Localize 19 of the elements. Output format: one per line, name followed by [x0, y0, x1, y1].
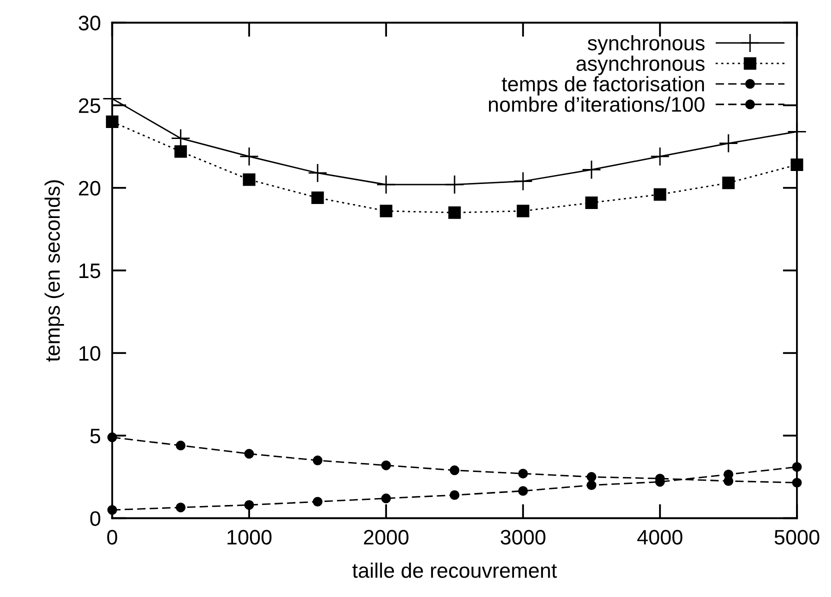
- legend-label: synchronous: [588, 35, 705, 55]
- x-tick-label: 0: [107, 530, 118, 545]
- x-tick-label: 2000: [364, 530, 408, 545]
- x-tick-label: 5000: [774, 530, 820, 545]
- y-tick-label: 30: [78, 16, 100, 30]
- y-tick-label: 10: [79, 346, 100, 361]
- legend-label: asynchronous: [576, 56, 705, 76]
- y-tick-label: 5: [90, 428, 100, 444]
- x-axis-title: taille de recouvrement: [352, 562, 557, 578]
- legend-label: temps de factorisation: [502, 76, 704, 96]
- legend-label: nombre d’iterations/100: [488, 96, 704, 112]
- y-tick-label: 20: [78, 180, 100, 196]
- y-tick-label: 15: [79, 264, 100, 278]
- y-tick-label: 0: [90, 511, 100, 526]
- x-tick-label: 1000: [228, 530, 272, 545]
- x-tick-label: 4000: [637, 530, 682, 545]
- x-tick-label: 3000: [500, 530, 546, 545]
- y-axis-title: temps (en seconds): [44, 180, 64, 362]
- y-tick-label: 25: [78, 98, 100, 114]
